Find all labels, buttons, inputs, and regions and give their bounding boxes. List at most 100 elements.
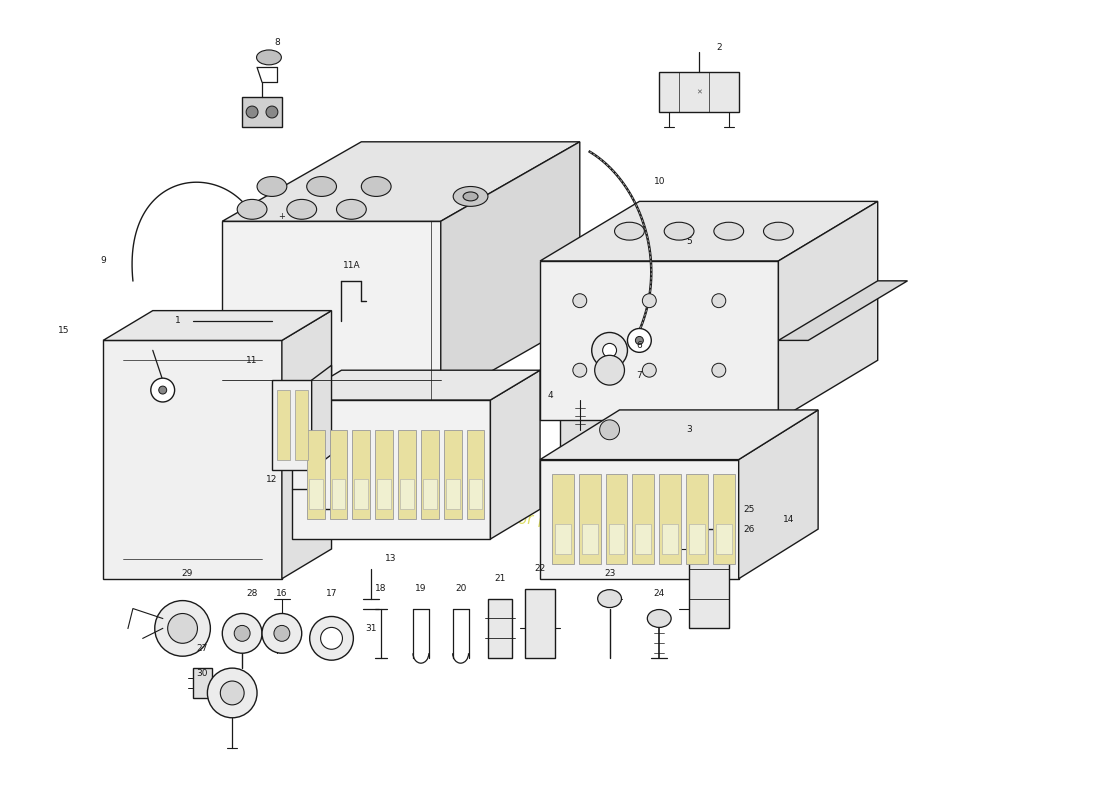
Text: ✕: ✕	[696, 89, 702, 95]
Bar	[466, 430, 484, 519]
Bar	[375, 430, 393, 519]
Polygon shape	[222, 222, 441, 400]
Text: 16: 16	[276, 589, 287, 598]
Ellipse shape	[615, 222, 645, 240]
Text: 21: 21	[495, 574, 506, 583]
Bar	[659, 474, 681, 564]
Circle shape	[600, 420, 619, 440]
Circle shape	[636, 337, 644, 344]
Ellipse shape	[361, 177, 392, 197]
Bar	[662, 524, 678, 554]
Ellipse shape	[256, 50, 282, 65]
Text: 12: 12	[266, 475, 277, 484]
Bar	[686, 474, 708, 564]
Bar	[330, 430, 348, 519]
Text: 20: 20	[455, 584, 466, 593]
Text: 25: 25	[742, 505, 755, 514]
Circle shape	[642, 363, 657, 377]
Text: 2: 2	[716, 43, 722, 52]
Bar	[354, 479, 368, 510]
Text: 10: 10	[653, 177, 666, 186]
Polygon shape	[540, 261, 779, 420]
Circle shape	[167, 614, 198, 643]
Polygon shape	[292, 400, 491, 539]
Polygon shape	[441, 142, 580, 400]
Text: 7: 7	[637, 370, 642, 380]
Bar	[307, 430, 324, 519]
Text: 11: 11	[246, 356, 257, 365]
Bar	[608, 524, 625, 554]
Bar	[295, 390, 308, 459]
Bar	[606, 474, 627, 564]
Text: 19: 19	[415, 584, 427, 593]
Bar	[689, 524, 705, 554]
Text: 5: 5	[686, 237, 692, 246]
Bar	[636, 524, 651, 554]
Ellipse shape	[463, 192, 478, 201]
Bar	[582, 524, 597, 554]
Bar	[277, 390, 289, 459]
Bar	[377, 479, 392, 510]
Bar	[632, 474, 654, 564]
Polygon shape	[525, 589, 556, 658]
Circle shape	[627, 329, 651, 352]
Bar	[352, 430, 371, 519]
Text: 6: 6	[637, 341, 642, 350]
Polygon shape	[292, 370, 540, 400]
Text: +: +	[278, 212, 285, 221]
Polygon shape	[272, 380, 311, 470]
Polygon shape	[540, 410, 818, 459]
Text: 30: 30	[197, 669, 208, 678]
Polygon shape	[192, 668, 212, 698]
Bar	[421, 430, 439, 519]
Text: 23: 23	[604, 570, 615, 578]
Ellipse shape	[597, 590, 622, 607]
Polygon shape	[242, 97, 282, 127]
Text: 11A: 11A	[342, 262, 360, 270]
Bar	[446, 479, 460, 510]
Circle shape	[573, 363, 586, 377]
Bar	[422, 479, 437, 510]
Ellipse shape	[763, 222, 793, 240]
Ellipse shape	[307, 177, 337, 197]
Polygon shape	[282, 310, 331, 578]
Circle shape	[266, 106, 278, 118]
Polygon shape	[659, 72, 739, 112]
Polygon shape	[739, 410, 818, 578]
Circle shape	[712, 363, 726, 377]
Polygon shape	[560, 400, 659, 459]
Circle shape	[220, 681, 244, 705]
Ellipse shape	[337, 199, 366, 219]
Circle shape	[155, 601, 210, 656]
Text: 31: 31	[365, 624, 377, 633]
Text: 28: 28	[246, 589, 257, 598]
Circle shape	[151, 378, 175, 402]
Circle shape	[603, 343, 616, 358]
Polygon shape	[311, 366, 331, 470]
Ellipse shape	[664, 222, 694, 240]
Polygon shape	[779, 202, 878, 420]
Text: 9: 9	[100, 257, 106, 266]
Circle shape	[320, 627, 342, 650]
Text: 13: 13	[385, 554, 397, 563]
Bar	[400, 479, 414, 510]
Bar	[556, 524, 571, 554]
Text: a passion for parts since 1985: a passion for parts since 1985	[434, 512, 666, 526]
Circle shape	[222, 614, 262, 654]
Ellipse shape	[238, 199, 267, 219]
Text: 24: 24	[653, 589, 664, 598]
Ellipse shape	[647, 610, 671, 627]
Polygon shape	[103, 310, 331, 341]
Text: 18: 18	[375, 584, 387, 593]
Polygon shape	[488, 598, 513, 658]
Polygon shape	[540, 459, 739, 578]
Polygon shape	[540, 202, 878, 261]
Circle shape	[246, 106, 258, 118]
Polygon shape	[491, 370, 540, 539]
Bar	[469, 479, 483, 510]
Circle shape	[712, 294, 726, 308]
Bar	[579, 474, 601, 564]
Text: 1: 1	[175, 316, 180, 325]
Circle shape	[592, 333, 627, 368]
Ellipse shape	[257, 177, 287, 197]
